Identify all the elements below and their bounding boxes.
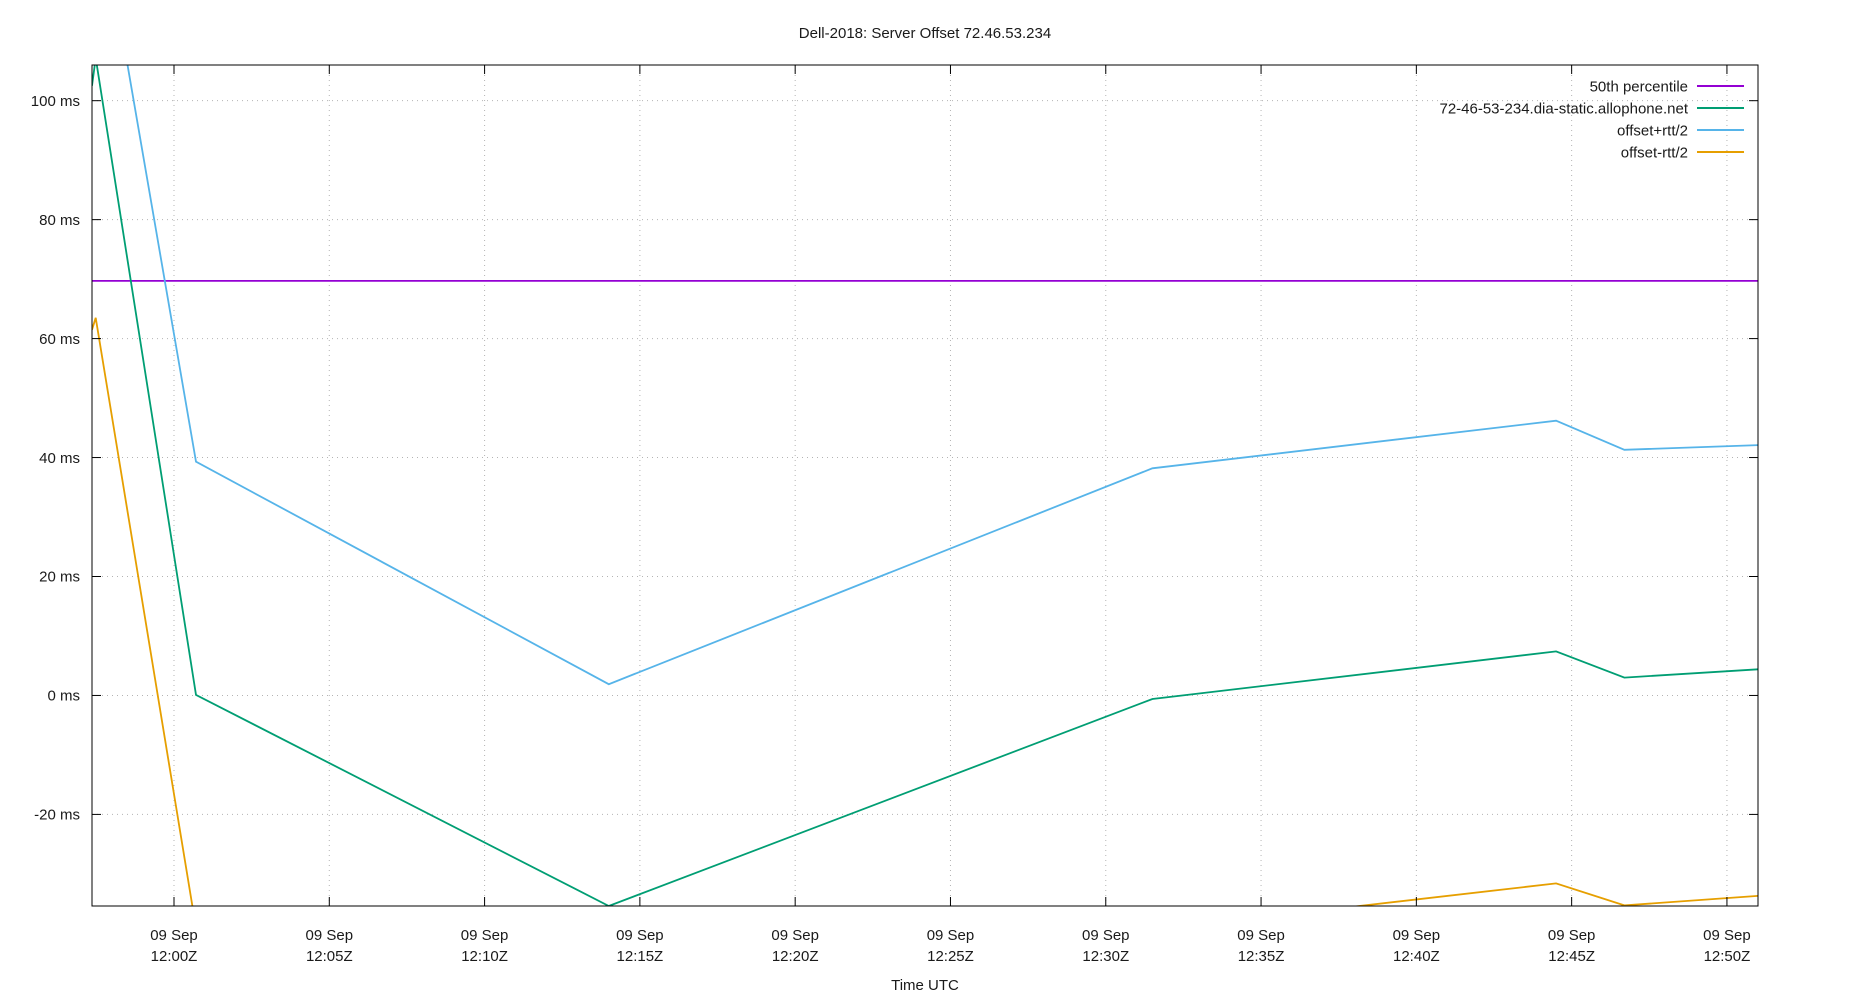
x-tick-label-date: 09 Sep xyxy=(150,927,198,944)
grid-layer xyxy=(92,65,1758,906)
x-tick-label-time: 12:35Z xyxy=(1238,948,1285,965)
x-tick-label-date: 09 Sep xyxy=(1082,927,1130,944)
legend-item: offset-rtt/2 xyxy=(1621,144,1744,161)
x-tick-label-date: 09 Sep xyxy=(1703,927,1751,944)
y-tick-label: 40 ms xyxy=(39,450,80,467)
legend-item-label: 50th percentile xyxy=(1590,78,1688,95)
legend-item: 50th percentile xyxy=(1590,78,1744,95)
y-tick-label: 60 ms xyxy=(39,331,80,348)
plot-border xyxy=(91,64,1759,907)
legend-item-label: offset+rtt/2 xyxy=(1617,122,1688,139)
series-layer xyxy=(92,65,1758,906)
legend-item: 72-46-53-234.dia-static.allophone.net xyxy=(1439,100,1744,117)
x-tick-label-date: 09 Sep xyxy=(927,927,975,944)
legend: 50th percentile 72-46-53-234.dia-static.a… xyxy=(1439,78,1744,161)
x-tick-label-time: 12:45Z xyxy=(1548,948,1595,965)
y-tick-label: 0 ms xyxy=(47,688,80,705)
y-tick-label: 20 ms xyxy=(39,569,80,586)
x-tick-label-date: 09 Sep xyxy=(616,927,664,944)
legend-item: offset+rtt/2 xyxy=(1617,122,1744,139)
legend-item-label: offset-rtt/2 xyxy=(1621,144,1688,161)
x-tick-label-time: 12:25Z xyxy=(927,948,974,965)
x-tick-label-time: 12:05Z xyxy=(306,948,353,965)
x-tick-label-time: 12:50Z xyxy=(1704,948,1751,965)
x-tick-label-date: 09 Sep xyxy=(306,927,354,944)
y-tick-label: 100 ms xyxy=(31,93,80,110)
x-tick-label-time: 12:40Z xyxy=(1393,948,1440,965)
series-line-3 xyxy=(92,317,1758,906)
legend-item-label: 72-46-53-234.dia-static.allophone.net xyxy=(1439,100,1688,117)
y-tick-label: 80 ms xyxy=(39,212,80,229)
x-tick-label-date: 09 Sep xyxy=(771,927,819,944)
x-tick-label-time: 12:00Z xyxy=(151,948,198,965)
x-tick-label-time: 12:10Z xyxy=(461,948,508,965)
series-line-2 xyxy=(126,65,1758,686)
x-axis-title: Time UTC xyxy=(891,977,959,994)
x-tick-label-time: 12:15Z xyxy=(617,948,664,965)
x-tick-label-date: 09 Sep xyxy=(461,927,509,944)
x-tick-label-time: 12:30Z xyxy=(1082,948,1129,965)
x-tick-label-date: 09 Sep xyxy=(1393,927,1441,944)
series-line-1 xyxy=(92,65,1758,906)
axis-layer: 100 ms 80 ms 60 ms 40 ms 20 ms 0 ms -20 ms 09 S… xyxy=(31,64,1759,965)
chart-title: Dell-2018: Server Offset 72.46.53.234 xyxy=(799,25,1051,42)
x-tick-label-date: 09 Sep xyxy=(1548,927,1596,944)
x-tick-label-date: 09 Sep xyxy=(1237,927,1285,944)
x-tick-label-time: 12:20Z xyxy=(772,948,819,965)
y-tick-label: -20 ms xyxy=(34,807,80,824)
